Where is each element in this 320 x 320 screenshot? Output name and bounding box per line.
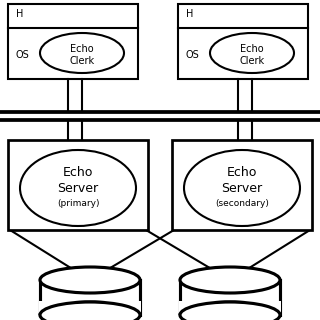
Text: Echo: Echo	[70, 44, 94, 54]
Bar	[8, 4, 138, 79]
Text: Echo: Echo	[63, 165, 93, 179]
Bar	[40, 280, 140, 315]
Ellipse shape	[40, 267, 140, 293]
Ellipse shape	[184, 150, 300, 226]
Bar	[180, 280, 280, 315]
Text: Clerk: Clerk	[69, 56, 95, 66]
Bar	[39, 301, 141, 315]
Ellipse shape	[210, 33, 294, 73]
Text: Echo: Echo	[227, 165, 257, 179]
Text: Clerk: Clerk	[239, 56, 265, 66]
Text: Server: Server	[57, 182, 99, 196]
Bar	[172, 140, 312, 230]
Ellipse shape	[40, 302, 140, 320]
Bar	[178, 4, 308, 79]
Ellipse shape	[20, 150, 136, 226]
Bar	[8, 140, 148, 230]
Text: Server: Server	[221, 182, 263, 196]
Text: Echo: Echo	[240, 44, 264, 54]
Ellipse shape	[40, 33, 124, 73]
Text: H: H	[186, 9, 193, 19]
Text: (secondary): (secondary)	[215, 199, 269, 209]
Text: (primary): (primary)	[57, 199, 99, 209]
Bar	[179, 301, 281, 315]
Text: OS: OS	[185, 50, 199, 60]
Text: OS: OS	[15, 50, 29, 60]
Ellipse shape	[180, 267, 280, 293]
Text: H: H	[16, 9, 23, 19]
Ellipse shape	[180, 302, 280, 320]
